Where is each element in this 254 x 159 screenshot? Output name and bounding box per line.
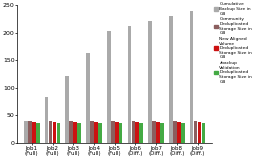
Bar <box>168 16 172 143</box>
Bar <box>90 121 93 143</box>
Bar <box>139 123 142 143</box>
Bar <box>156 122 159 143</box>
Bar <box>36 123 39 143</box>
Bar <box>110 121 114 143</box>
Bar <box>56 123 60 143</box>
Bar <box>127 26 131 143</box>
Bar <box>160 123 163 143</box>
Bar <box>77 123 81 143</box>
Bar <box>118 123 122 143</box>
Bar <box>135 122 139 143</box>
Bar <box>193 121 197 143</box>
Bar <box>148 21 151 143</box>
Bar <box>24 121 28 143</box>
Bar <box>180 123 184 143</box>
Bar <box>152 121 155 143</box>
Bar <box>65 76 69 143</box>
Bar <box>49 121 52 143</box>
Bar <box>94 122 97 143</box>
Legend: Cumulative
Backup Size in
GB, Community
Deduplicated
Storage Size in
GB, New Ali: Cumulative Backup Size in GB, Community … <box>213 3 251 84</box>
Bar <box>73 122 77 143</box>
Bar <box>69 121 73 143</box>
Bar <box>52 122 56 143</box>
Bar <box>176 122 180 143</box>
Bar <box>197 122 201 143</box>
Bar <box>106 31 110 143</box>
Bar <box>45 97 48 143</box>
Bar <box>32 122 36 143</box>
Bar <box>131 121 135 143</box>
Bar <box>98 123 101 143</box>
Bar <box>114 122 118 143</box>
Bar <box>28 121 31 143</box>
Bar <box>86 53 90 143</box>
Bar <box>201 123 204 143</box>
Bar <box>172 121 176 143</box>
Bar <box>189 11 193 143</box>
